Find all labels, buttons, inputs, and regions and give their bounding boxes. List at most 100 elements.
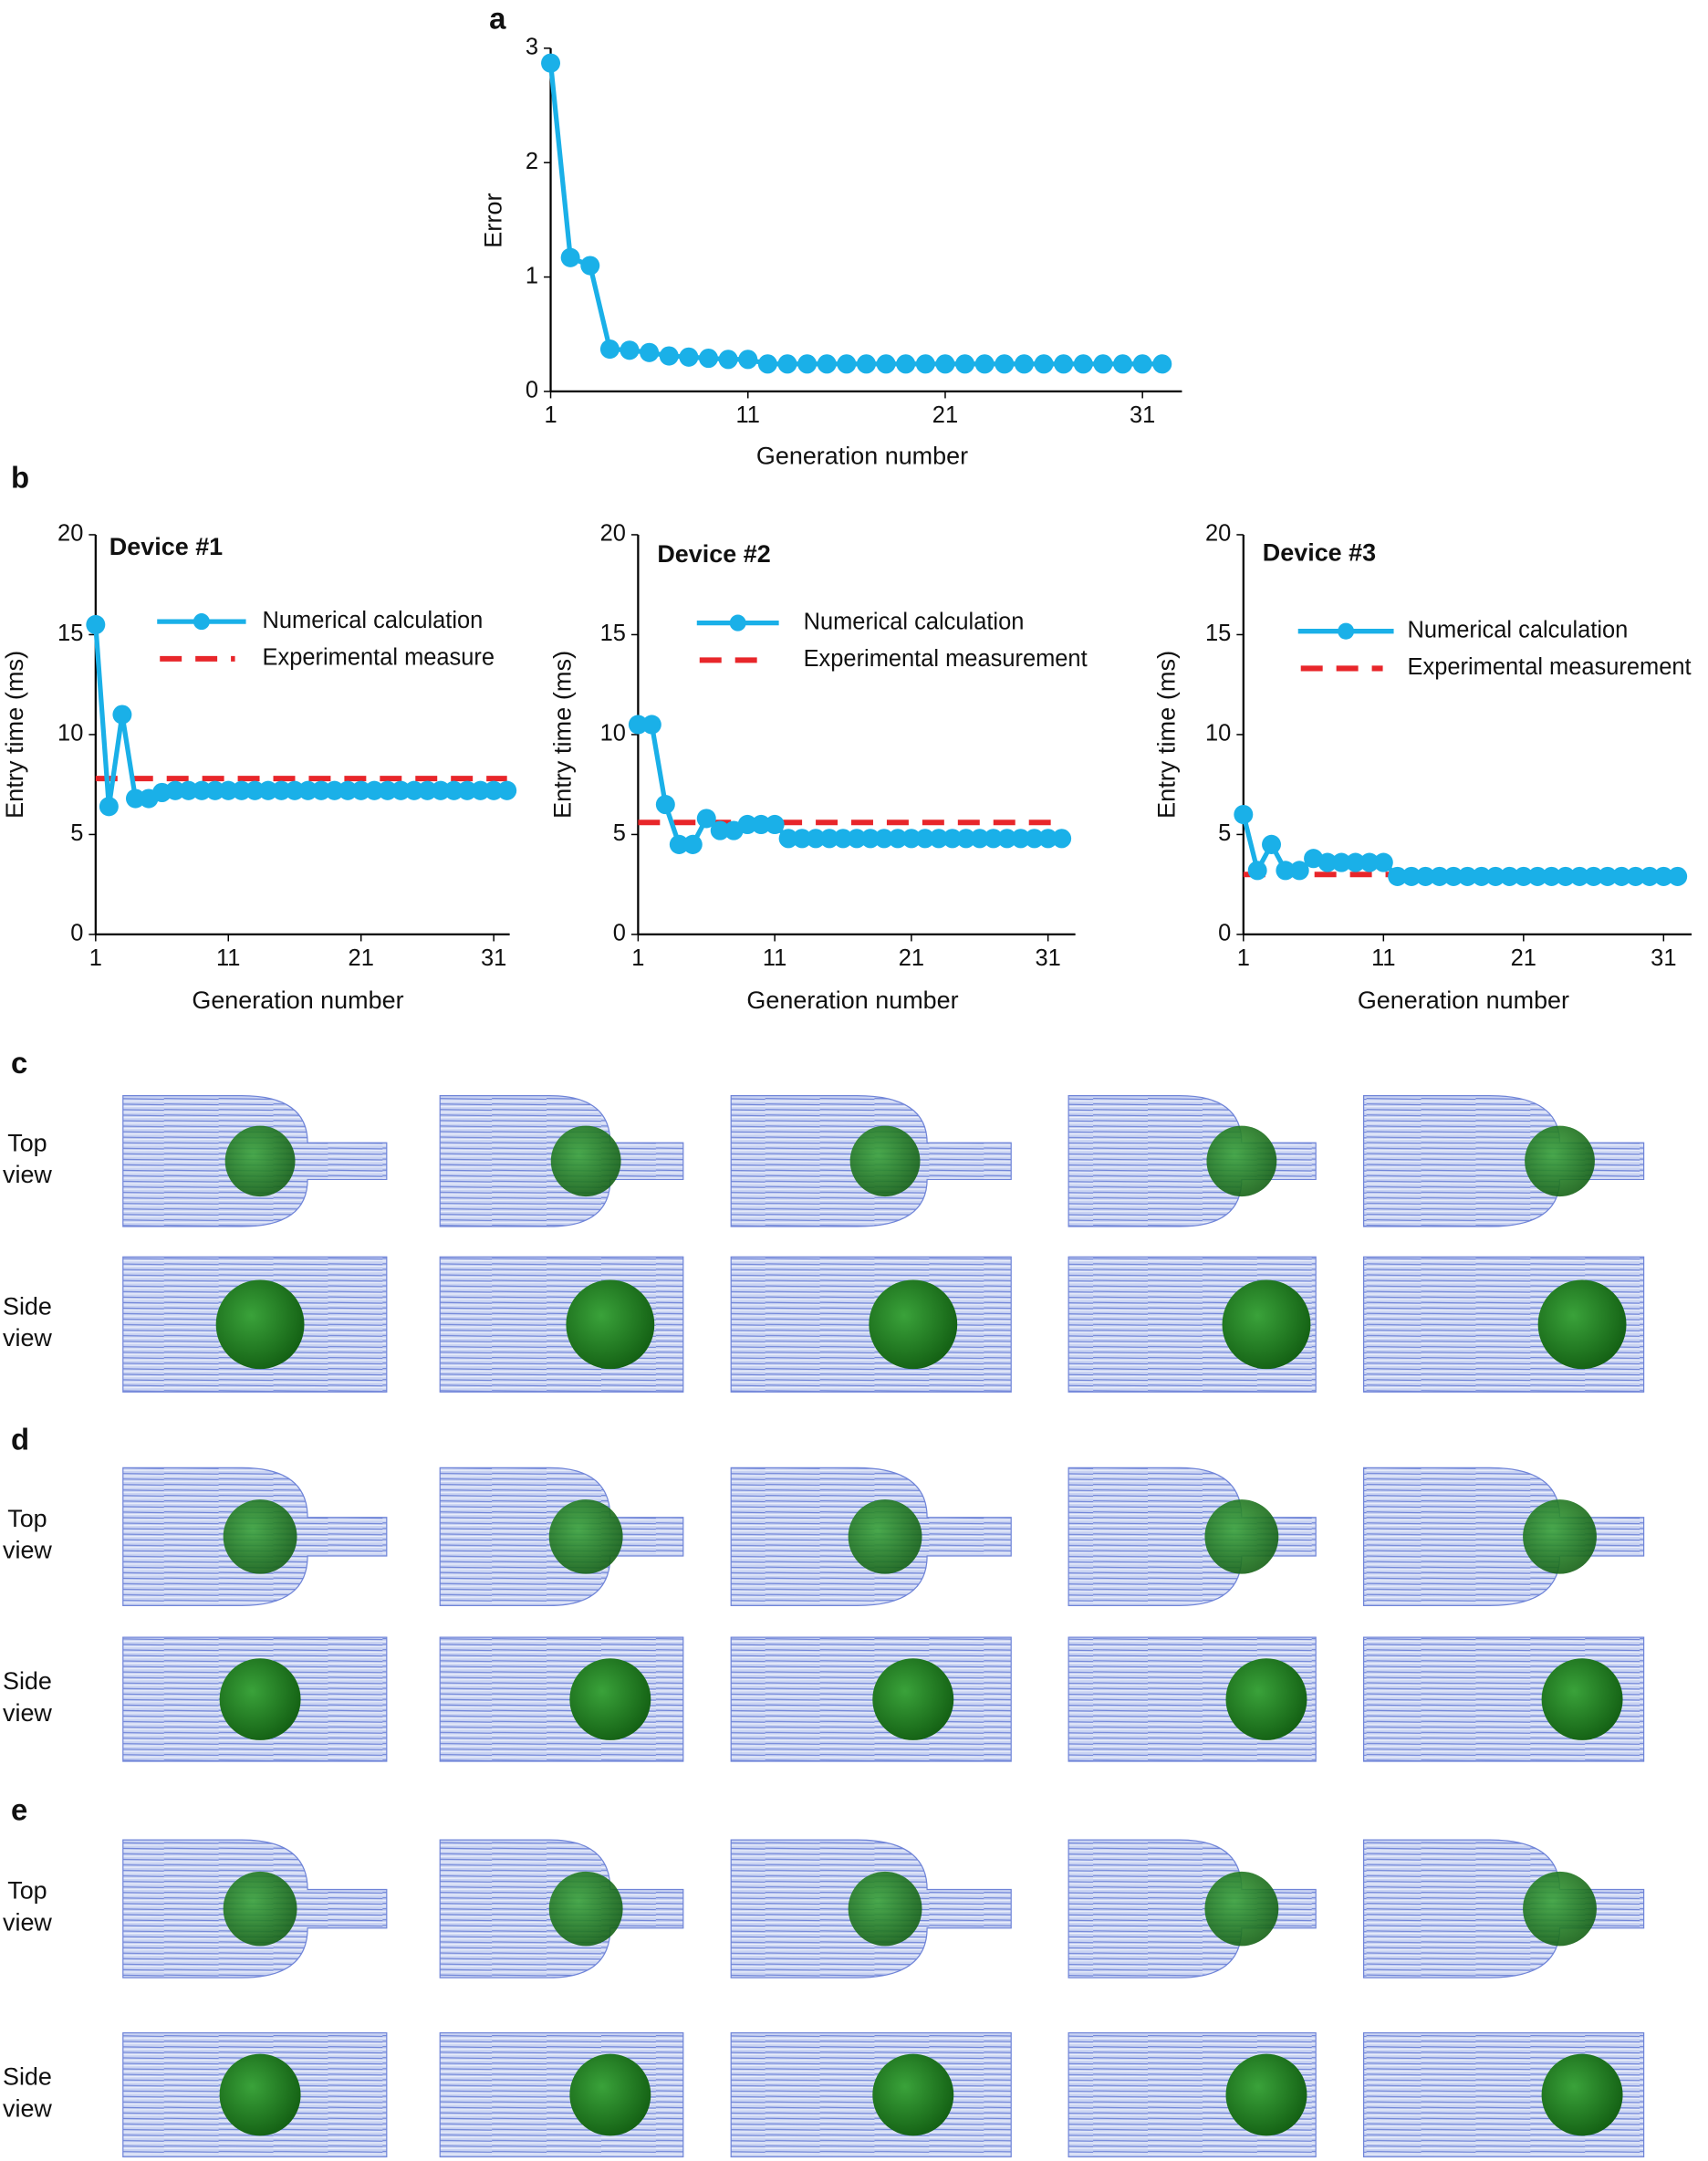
data-point bbox=[1054, 354, 1074, 374]
row-label: Top bbox=[7, 1128, 47, 1156]
data-point bbox=[1415, 866, 1435, 886]
data-point bbox=[311, 780, 331, 800]
x-axis-label: Generation number bbox=[756, 441, 968, 469]
row-label: view bbox=[3, 1907, 52, 1936]
data-point bbox=[417, 780, 437, 800]
data-point bbox=[710, 820, 730, 840]
data-point bbox=[682, 834, 703, 854]
data-point bbox=[1640, 866, 1660, 886]
data-point bbox=[444, 780, 464, 800]
data-point bbox=[1331, 852, 1351, 872]
data-point bbox=[484, 780, 504, 800]
data-point bbox=[1152, 354, 1172, 374]
data-point bbox=[620, 340, 640, 360]
data-point bbox=[125, 788, 145, 809]
data-point bbox=[497, 780, 517, 800]
y-axis-label: Entry time (ms) bbox=[548, 651, 577, 819]
cell bbox=[566, 1279, 655, 1370]
data-point bbox=[1584, 866, 1604, 886]
data-point bbox=[997, 829, 1017, 849]
cell bbox=[223, 1871, 297, 1947]
data-point bbox=[655, 795, 675, 815]
data-point bbox=[1276, 861, 1296, 881]
streamline-side bbox=[730, 1636, 1012, 1762]
cell bbox=[1225, 2053, 1307, 2136]
data-point bbox=[995, 354, 1015, 374]
cell bbox=[223, 1499, 297, 1574]
y-tick-label: 3 bbox=[526, 35, 538, 60]
legend-swatch bbox=[1338, 622, 1355, 640]
data-point bbox=[1034, 354, 1054, 374]
cell bbox=[872, 2053, 954, 2136]
panel-label: b bbox=[11, 461, 29, 495]
cell bbox=[569, 2053, 651, 2136]
cell bbox=[1541, 1658, 1623, 1740]
series-line bbox=[547, 62, 1162, 367]
row-label: view bbox=[3, 1536, 52, 1564]
legend-label: Numerical calculation bbox=[263, 608, 484, 633]
x-tick-label: 1 bbox=[89, 945, 102, 971]
y-tick-label: 5 bbox=[1218, 820, 1231, 846]
data-point bbox=[935, 354, 955, 374]
data-point bbox=[1025, 829, 1045, 849]
data-point bbox=[876, 354, 896, 374]
data-point bbox=[628, 715, 648, 735]
data-point bbox=[1457, 866, 1477, 886]
x-axis-label: Generation number bbox=[1358, 986, 1569, 1014]
data-point bbox=[1014, 354, 1034, 374]
cell bbox=[548, 1499, 623, 1574]
series-line bbox=[1241, 813, 1678, 880]
x-axis-label: Generation number bbox=[746, 986, 958, 1014]
data-point bbox=[1401, 866, 1422, 886]
data-point bbox=[165, 780, 185, 800]
x-tick-label: 1 bbox=[631, 945, 644, 971]
data-point bbox=[1359, 852, 1380, 872]
data-point bbox=[378, 780, 398, 800]
x-tick-label: 21 bbox=[1511, 945, 1536, 971]
data-point bbox=[696, 809, 716, 829]
x-tick-label: 1 bbox=[544, 402, 557, 428]
data-point bbox=[1626, 866, 1646, 886]
y-tick-label: 10 bbox=[600, 721, 626, 746]
cell bbox=[848, 1499, 922, 1574]
data-point bbox=[471, 780, 491, 800]
streamline-top bbox=[1363, 1095, 1645, 1227]
data-point bbox=[325, 780, 345, 800]
streamline-side bbox=[122, 1636, 388, 1762]
row-label: Side bbox=[3, 2062, 52, 2090]
cell bbox=[1225, 1658, 1307, 1740]
data-point bbox=[679, 347, 699, 367]
x-tick-label: 31 bbox=[481, 945, 506, 971]
chart-title: Device #1 bbox=[109, 532, 223, 560]
data-point bbox=[915, 354, 935, 374]
row-label: view bbox=[3, 1160, 52, 1188]
data-point bbox=[1668, 866, 1688, 886]
row-label: Side bbox=[3, 1291, 52, 1320]
data-point bbox=[718, 350, 738, 370]
x-tick-label: 11 bbox=[1371, 945, 1395, 971]
data-point bbox=[1472, 866, 1492, 886]
data-point bbox=[1598, 866, 1618, 886]
y-tick-label: 10 bbox=[1205, 721, 1231, 746]
streamline-side bbox=[730, 2031, 1012, 2158]
row-label: Top bbox=[7, 1504, 47, 1532]
data-point bbox=[179, 780, 199, 800]
y-tick-label: 0 bbox=[70, 921, 83, 946]
cell bbox=[1523, 1871, 1597, 1947]
cell bbox=[550, 1125, 621, 1197]
data-point bbox=[659, 346, 679, 366]
x-tick-label: 31 bbox=[1036, 945, 1061, 971]
cell bbox=[1222, 1279, 1311, 1370]
x-tick-label: 11 bbox=[763, 945, 786, 971]
y-tick-label: 15 bbox=[1205, 621, 1231, 646]
data-point bbox=[1346, 852, 1366, 872]
row-label: Top bbox=[7, 1876, 47, 1905]
data-point bbox=[974, 354, 995, 374]
x-tick-label: 21 bbox=[899, 945, 924, 971]
data-point bbox=[896, 354, 916, 374]
y-tick-label: 5 bbox=[613, 820, 626, 846]
data-point bbox=[797, 354, 818, 374]
data-point bbox=[874, 829, 894, 849]
data-point bbox=[1247, 861, 1267, 881]
